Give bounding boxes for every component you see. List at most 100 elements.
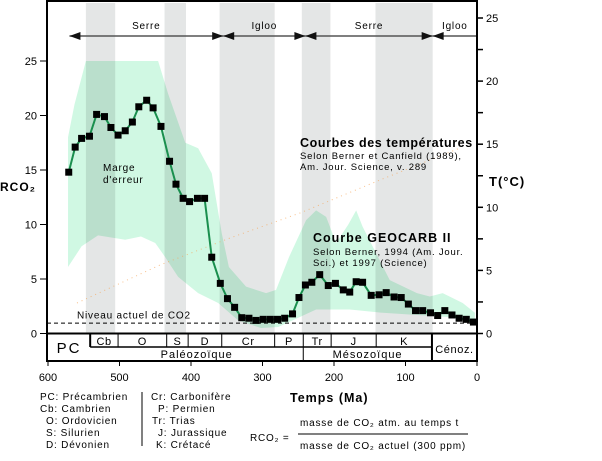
data-point xyxy=(71,143,79,151)
band-label-2: d'erreur xyxy=(103,175,144,186)
data-point xyxy=(346,288,354,296)
data-point xyxy=(179,194,187,202)
data-point xyxy=(295,294,303,302)
y-tick-label: 5 xyxy=(31,274,37,286)
period-label: P xyxy=(285,336,293,348)
period-legend-right: Cr: Carbonifère P: Permien Tr: Trias J: … xyxy=(151,392,231,451)
data-point xyxy=(289,310,297,318)
arrow-left-icon xyxy=(432,32,444,40)
legend-item: Cb: Cambrien xyxy=(40,404,111,415)
period-label: Tr xyxy=(312,336,323,348)
arrow-right-icon xyxy=(294,32,306,40)
data-point xyxy=(208,253,216,261)
data-point xyxy=(441,307,449,315)
x-tick-label: 300 xyxy=(253,372,271,384)
data-point xyxy=(201,194,209,202)
y-tick-label: 25 xyxy=(25,56,37,68)
axis-ticks: 600 500 400 300 200 100 0 0 5 10 15 20 25 0 5 10 15 20 25 xyxy=(25,13,499,384)
legend-item: PC: Précambrien xyxy=(40,392,128,403)
phase-label: Serre xyxy=(355,21,383,32)
data-point xyxy=(448,311,456,319)
legend-item: Tr: Trias xyxy=(152,416,196,427)
y2-tick-label: 15 xyxy=(486,139,498,151)
data-point xyxy=(404,300,412,308)
x-axis-label: Temps (Ma) xyxy=(290,391,369,405)
x-tick-label: 200 xyxy=(325,372,343,384)
data-point xyxy=(121,127,129,135)
legend-item: O: Ordovicien xyxy=(46,416,118,427)
phase-label: Igloo xyxy=(442,21,468,32)
data-point xyxy=(324,282,332,290)
legend-item: Cr: Carbonifère xyxy=(151,392,231,403)
period-label: J xyxy=(351,336,357,348)
data-point xyxy=(266,315,274,323)
data-point xyxy=(193,194,201,202)
y2-tick-label: 25 xyxy=(486,13,498,25)
data-point xyxy=(128,118,136,126)
data-point xyxy=(301,281,309,289)
y2-axis-label: T(°C) xyxy=(489,174,525,189)
y-axis-label: RCO₂ xyxy=(0,180,36,194)
error-band-area xyxy=(68,61,475,329)
phase-label: Igloo xyxy=(251,21,277,32)
data-point xyxy=(419,307,427,315)
data-point xyxy=(352,278,360,286)
temp-title: Courbes des températures xyxy=(300,136,473,150)
data-point xyxy=(252,316,260,324)
phase-label: Serre xyxy=(132,21,160,32)
geocarb-ref-2: Sci.) et 1997 (Science) xyxy=(313,258,428,269)
data-point xyxy=(114,131,122,139)
arrow-left-icon xyxy=(305,32,317,40)
legend-item: J: Jurassique xyxy=(158,428,227,439)
period-label: K xyxy=(400,336,408,348)
period-label: O xyxy=(138,336,147,348)
data-point xyxy=(238,314,246,322)
data-point xyxy=(397,294,405,302)
x-tick-label: 600 xyxy=(39,372,57,384)
x-tick-label: 0 xyxy=(474,372,480,384)
formula-lhs: RCO₂ = xyxy=(250,433,290,444)
data-point xyxy=(359,278,367,286)
data-point xyxy=(100,113,108,121)
arrow-right-icon xyxy=(421,32,433,40)
temp-ref-1: Selon Berner et Canfield (1989), xyxy=(300,151,462,162)
geocarb-title: Courbe GEOCARB II xyxy=(313,231,452,245)
data-point xyxy=(85,132,93,140)
data-point xyxy=(78,134,86,142)
data-point xyxy=(157,122,165,130)
data-point xyxy=(135,103,143,111)
x-tick-label: 500 xyxy=(110,372,128,384)
x-tick-label: 400 xyxy=(182,372,200,384)
arrow-left-icon xyxy=(69,32,81,40)
legend-item: S: Silurien xyxy=(46,428,100,439)
band-label-1: Marge xyxy=(103,163,135,174)
geologic-periods-table: PC Cb O S D Cr P Tr J K Cénoz. Paléozoïque Mésozoïqu… xyxy=(47,332,477,361)
geocarb-ref-1: Selon Berner, 1994 (Am. Jour. xyxy=(313,247,463,258)
data-point xyxy=(274,315,282,323)
data-point xyxy=(469,318,477,326)
data-point xyxy=(186,198,194,206)
period-label: PC xyxy=(57,340,82,357)
data-point xyxy=(308,278,316,286)
geocarb-series xyxy=(65,96,477,326)
data-point xyxy=(172,180,180,188)
data-point xyxy=(166,157,174,165)
data-point xyxy=(231,303,239,311)
data-point xyxy=(216,279,224,287)
data-point xyxy=(281,314,289,322)
temp-ref-2: Am. Jour. Science, v. 289 xyxy=(300,162,427,173)
legend-item: P: Permien xyxy=(158,404,215,415)
data-point xyxy=(462,315,470,323)
reference-line-label: Niveau actuel de CO2 xyxy=(77,311,191,322)
y-tick-label: 10 xyxy=(25,220,37,232)
period-legend-left: PC: Précambrien Cb: Cambrien O: Ordovici… xyxy=(40,392,128,451)
arrow-left-icon xyxy=(223,32,235,40)
error-band xyxy=(68,61,475,329)
era-label: Mésozoïque xyxy=(333,349,403,361)
data-point xyxy=(65,168,73,176)
data-point xyxy=(427,309,435,317)
y2-tick-label: 10 xyxy=(486,202,498,214)
data-point xyxy=(339,286,347,294)
data-point xyxy=(390,293,398,301)
